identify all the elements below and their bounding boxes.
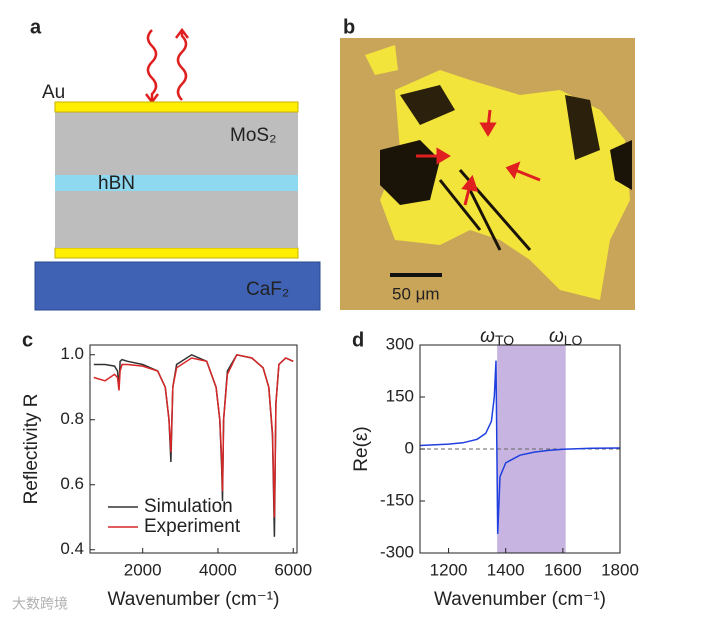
y-tick-label: 0 xyxy=(405,438,414,457)
legend-label: Experiment xyxy=(144,516,241,537)
panel-label: d xyxy=(352,329,364,351)
hbn xyxy=(55,175,298,191)
plot-frame xyxy=(89,344,298,554)
data-line xyxy=(93,353,294,518)
au-bottom xyxy=(54,247,299,259)
data-line xyxy=(419,360,621,534)
mos2-bottom xyxy=(55,191,298,248)
x-axis-label: Wavenumber (cm⁻¹) xyxy=(108,589,280,610)
substrate xyxy=(34,261,321,311)
layer-label: Au xyxy=(42,82,65,103)
x-axis-label: Wavenumber (cm⁻¹) xyxy=(434,589,606,610)
watermark: 大数跨境 xyxy=(12,596,68,612)
annotation-subscript: LO xyxy=(564,332,583,348)
y-tick-label: 1.0 xyxy=(60,344,84,363)
panel-label: c xyxy=(22,329,33,351)
x-tick-label: 2000 xyxy=(124,560,162,579)
panel-label: b xyxy=(343,16,355,38)
y-axis-label: Re(ε) xyxy=(351,426,372,471)
y-tick-label: 150 xyxy=(386,386,414,405)
x-tick-label: 1400 xyxy=(487,560,525,579)
x-tick-label: 4000 xyxy=(199,560,237,579)
au-top xyxy=(54,101,299,113)
mos2-top xyxy=(55,112,298,175)
y-tick-label: 0.8 xyxy=(60,409,84,428)
annotation: ωLO xyxy=(549,326,583,348)
layer-label: MoS₂ xyxy=(230,125,276,146)
scale-bar-label: 50 μm xyxy=(392,284,440,303)
x-tick-label: 1600 xyxy=(544,560,582,579)
layer-label: hBN xyxy=(98,173,135,194)
y-tick-label: 300 xyxy=(386,334,414,353)
annotation: ωTO xyxy=(480,326,514,348)
legend-label: Simulation xyxy=(144,496,233,517)
x-tick-label: 1800 xyxy=(601,560,639,579)
y-tick-label: -300 xyxy=(380,542,414,561)
micrograph xyxy=(340,38,635,310)
panel-label: a xyxy=(30,16,42,38)
y-tick-label: 0.6 xyxy=(60,474,84,493)
y-axis-label: Reflectivity R xyxy=(21,394,42,505)
x-tick-label: 1200 xyxy=(430,560,468,579)
annotation-symbol: ω xyxy=(549,326,564,347)
annotation-symbol: ω xyxy=(480,326,495,347)
annotation-subscript: TO xyxy=(495,332,514,348)
y-tick-label: -150 xyxy=(380,490,414,509)
y-tick-label: 0.4 xyxy=(60,539,84,558)
layer-label: CaF₂ xyxy=(246,279,289,300)
x-tick-label: 6000 xyxy=(274,560,312,579)
wavy-arrows xyxy=(145,27,189,105)
